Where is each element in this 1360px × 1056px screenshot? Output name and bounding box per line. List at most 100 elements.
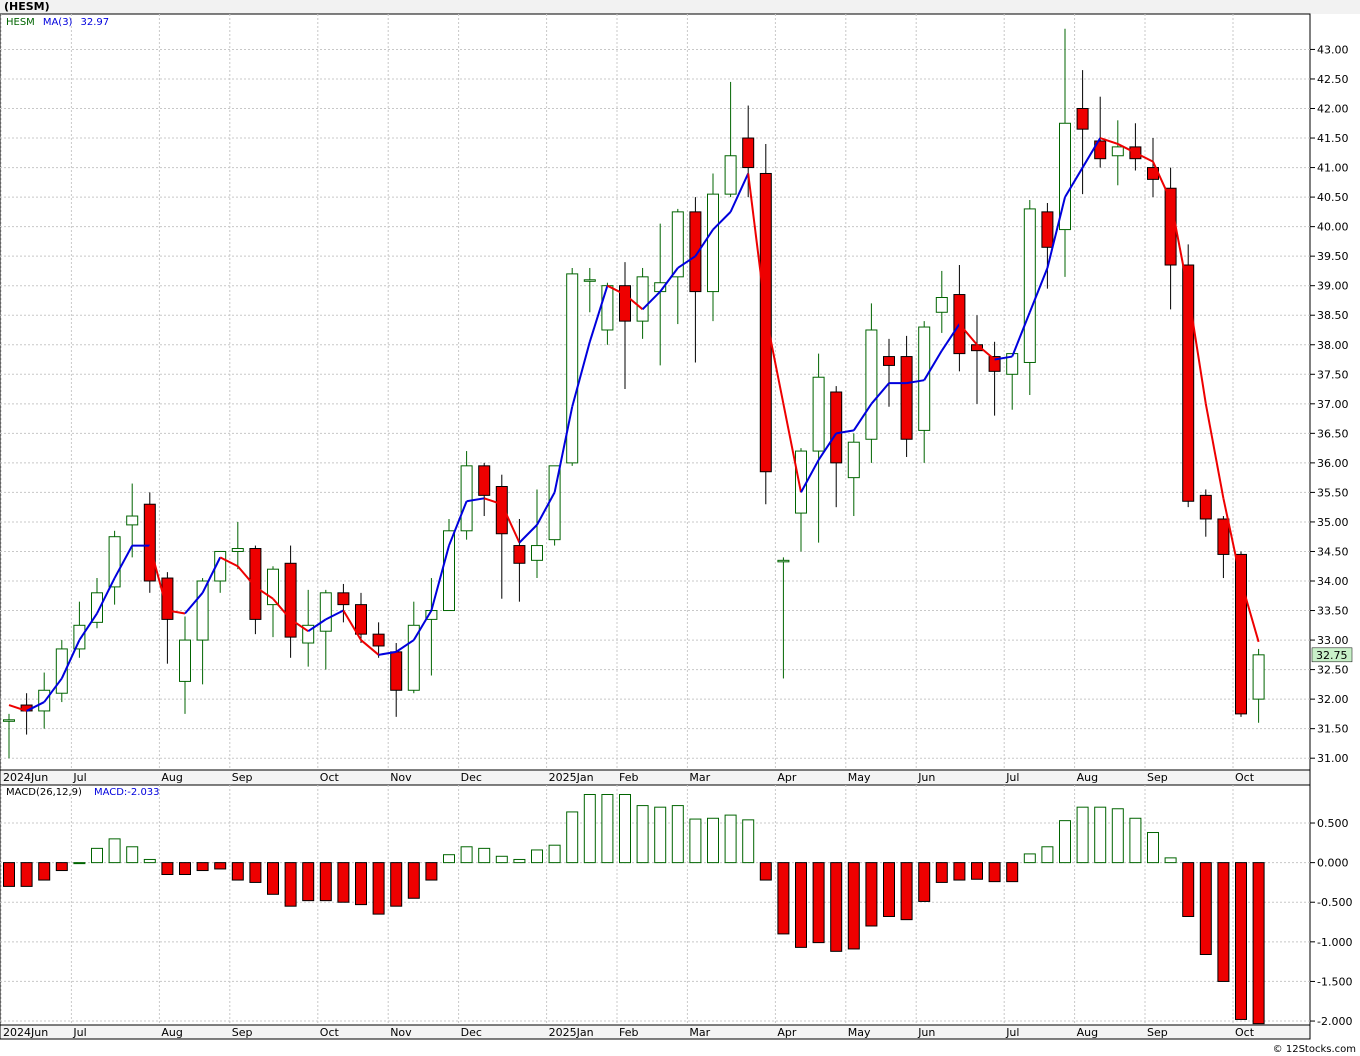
ma-segment (201, 556, 222, 594)
x-axis-strip (0, 769, 1311, 786)
candle-up (935, 297, 948, 313)
price-ytick-label: 40.50 (1317, 191, 1349, 204)
candle-up (91, 592, 103, 623)
ma-segment (940, 323, 961, 352)
ma-segment (852, 403, 873, 431)
ma-segment (26, 701, 45, 712)
ma-segment (1187, 291, 1207, 404)
credit-text: © 12Stocks.com (1272, 1044, 1356, 1055)
x-tick-label: Oct (1235, 771, 1255, 784)
price-ytick-label: 32.50 (1317, 664, 1349, 677)
macd-bar-negative (267, 862, 279, 895)
macd-bar-negative (1252, 862, 1265, 1025)
macd-bar-positive (143, 858, 156, 864)
candle-up (1059, 122, 1071, 231)
price-ytick-label: 32.00 (1317, 693, 1349, 706)
candle-up (707, 193, 719, 293)
ma-segment (466, 497, 485, 503)
macd-bar-negative (847, 862, 860, 950)
price-ytick-label: 33.00 (1317, 634, 1349, 647)
x-tick-label: 2025Jan (549, 771, 594, 784)
ma-segment (430, 545, 450, 611)
price-ytick-label: 31.00 (1317, 752, 1349, 765)
x-tick-label: Aug (161, 771, 182, 784)
ma-segment (395, 639, 415, 653)
x-tick-label: Oct (320, 1026, 340, 1039)
ma-segment (184, 592, 204, 615)
ma-segment (659, 267, 679, 293)
candle-down (619, 285, 631, 322)
ma-segment (60, 639, 81, 679)
candle-up (126, 515, 139, 526)
candle-up (460, 465, 473, 532)
macd-bar-negative (20, 862, 33, 887)
price-ytick-label: 36.50 (1317, 427, 1349, 440)
price-ytick-label: 41.00 (1317, 162, 1349, 175)
candle-up (55, 648, 68, 694)
candle-up (724, 155, 737, 195)
candle-down (830, 391, 843, 464)
x-tick-label: Jul (1005, 1026, 1019, 1039)
x-tick-label: Feb (619, 1026, 638, 1039)
macd-bar-negative (390, 862, 403, 907)
candle-up (319, 592, 332, 632)
macd-bar-negative (971, 862, 983, 880)
candle-up (1006, 353, 1019, 375)
candle-up (1023, 208, 1036, 363)
candles (3, 28, 1265, 759)
price-ytick-label: 37.00 (1317, 398, 1349, 411)
x-tick-label: Sep (1147, 771, 1168, 784)
x-tick-label: Aug (1077, 771, 1098, 784)
candle-up (1252, 654, 1265, 700)
candle-up (531, 545, 543, 561)
ma-segment (1240, 580, 1260, 643)
macd-bar-negative (865, 862, 878, 927)
candle-down (1182, 264, 1195, 502)
macd-bar-positive (1164, 857, 1177, 864)
ma-segment (254, 586, 274, 600)
ma-segment (712, 211, 732, 231)
price-ytick-label: 36.00 (1317, 457, 1349, 470)
x-tick-label: Oct (1235, 1026, 1255, 1039)
macd-ytick-label: -2.000 (1317, 1015, 1352, 1028)
macd-bar-positive (1094, 806, 1107, 864)
ma-segment (1028, 267, 1049, 313)
ma-segment (870, 382, 890, 405)
price-ytick-label: 35.50 (1317, 486, 1349, 499)
price-legend: HESM MA(3) 32.97 (6, 17, 109, 28)
macd-bar-negative (830, 862, 843, 952)
candle-down (337, 592, 350, 606)
legend-macd-label: MACD(26,12,9) (6, 787, 82, 798)
candle-up (671, 211, 684, 278)
ma-segment (747, 173, 767, 316)
x-tick-label: Apr (777, 1026, 797, 1039)
ma-segment (782, 403, 802, 493)
x-tick-label: Mar (689, 771, 710, 784)
last-price-label: 32.75 (1316, 649, 1348, 662)
ma-segment (571, 341, 591, 408)
ma-segment (342, 610, 362, 641)
candle-up (795, 450, 807, 514)
macd-bar-negative (953, 862, 966, 881)
price-ytick-label: 31.50 (1317, 723, 1349, 736)
macd-bar-negative (161, 862, 174, 876)
ma-segment (483, 497, 503, 506)
x-tick-label: Jun (917, 1026, 935, 1039)
x-tick-label: Jul (72, 1026, 86, 1039)
ma-segment (800, 459, 820, 493)
ma-segment (536, 491, 556, 526)
macd-bar-positive (531, 849, 543, 864)
macd-bar-negative (812, 862, 825, 944)
legend-macd-value: MACD:-2.033 (94, 787, 160, 798)
candle-up (566, 273, 579, 464)
candle-down (689, 211, 702, 293)
price-ytick-label: 34.50 (1317, 545, 1349, 558)
macd-bar-negative (3, 862, 15, 887)
macd-bar-negative (1199, 862, 1212, 956)
macd-bar-positive (654, 806, 667, 864)
candle-down (478, 465, 491, 496)
macd-bar-negative (918, 862, 931, 902)
ma-segment (1204, 403, 1225, 499)
macd-bar-negative (1006, 862, 1019, 883)
macd-ytick-label: -0.500 (1317, 896, 1352, 909)
